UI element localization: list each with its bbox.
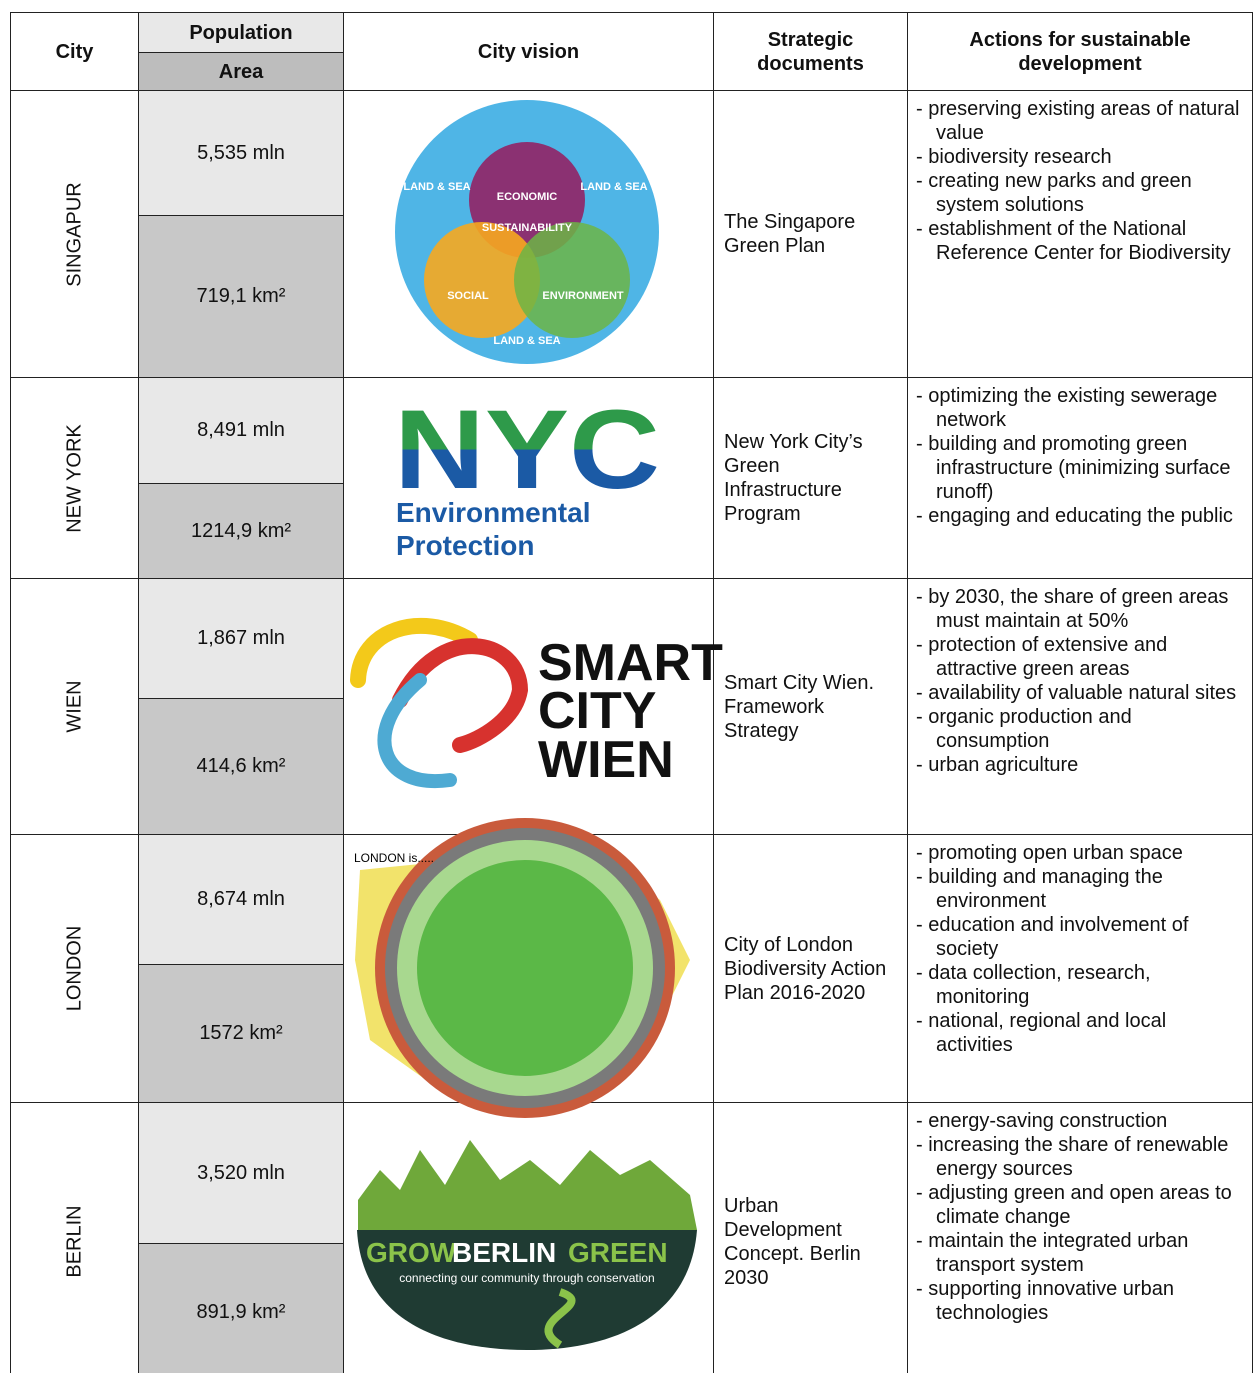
actions-cell: - energy-saving construction - increasing… bbox=[907, 1102, 1253, 1373]
header-documents: Strategic documents bbox=[713, 12, 908, 91]
city-cell: NEW YORK bbox=[10, 377, 139, 579]
actions-cell: - promoting open urban space - building a… bbox=[907, 834, 1253, 1103]
document: Urban Development Concept. Berlin 2030 bbox=[713, 1102, 908, 1373]
actions-cell: - preserving existing areas of natural v… bbox=[907, 90, 1253, 378]
area: 719,1 km² bbox=[138, 215, 344, 378]
city-name: SINGAPUR bbox=[63, 181, 86, 287]
actions-list: - preserving existing areas of natural v… bbox=[916, 97, 1246, 265]
population: 8,491 mln bbox=[138, 377, 344, 484]
document: The Singapore Green Plan bbox=[713, 90, 908, 378]
header-actions: Actions for sustainable development bbox=[907, 12, 1253, 91]
action-item: - optimizing the existing sewerage netwo… bbox=[916, 385, 1218, 431]
action-item: - preserving existing areas of natural v… bbox=[916, 98, 1240, 144]
action-item: - availability of valuable natural sites bbox=[916, 682, 1237, 704]
population: 5,535 mln bbox=[138, 90, 344, 216]
area: 414,6 km² bbox=[138, 698, 344, 835]
area: 891,9 km² bbox=[138, 1243, 344, 1373]
header-population: Population bbox=[138, 12, 344, 53]
action-item: - education and involvement of society bbox=[916, 914, 1189, 960]
action-item: - urban agriculture bbox=[916, 754, 1079, 776]
area: 1572 km² bbox=[138, 964, 344, 1103]
action-item: - data collection, research, monitoring bbox=[916, 962, 1151, 1008]
city-cell: SINGAPUR bbox=[10, 90, 139, 378]
city-cell: BERLIN bbox=[10, 1102, 139, 1373]
action-item: - organic production and consumption bbox=[916, 706, 1132, 752]
action-item: - building and promoting green infrastru… bbox=[916, 433, 1231, 503]
city-name: WIEN bbox=[63, 680, 86, 733]
population: 8,674 mln bbox=[138, 834, 344, 965]
action-item: - increasing the share of renewable ener… bbox=[916, 1134, 1229, 1180]
area: 1214,9 km² bbox=[138, 483, 344, 579]
city-name: BERLIN bbox=[63, 1205, 86, 1278]
action-item: - supporting innovative urban technologi… bbox=[916, 1278, 1174, 1324]
document: City of London Biodiversity Action Plan … bbox=[713, 834, 908, 1103]
action-item: - engaging and educating the public bbox=[916, 505, 1233, 527]
city-name: NEW YORK bbox=[63, 423, 86, 533]
action-item: - adjusting green and open areas to clim… bbox=[916, 1182, 1232, 1228]
actions-list: - promoting open urban space - building a… bbox=[916, 841, 1246, 1057]
action-item: - biodiversity research bbox=[916, 146, 1112, 168]
action-item: - by 2030, the share of green areas must… bbox=[916, 586, 1229, 632]
action-item: - creating new parks and green system so… bbox=[916, 170, 1192, 216]
vision-cell bbox=[343, 90, 714, 378]
document: Smart City Wien. Framework Strategy bbox=[713, 578, 908, 835]
city-cell: LONDON bbox=[10, 834, 139, 1103]
action-item: - protection of extensive and attractive… bbox=[916, 634, 1168, 680]
action-item: - national, regional and local activitie… bbox=[916, 1010, 1167, 1056]
actions-list: - by 2030, the share of green areas must… bbox=[916, 585, 1246, 777]
population: 1,867 mln bbox=[138, 578, 344, 699]
action-item: - promoting open urban space bbox=[916, 842, 1183, 864]
header-city: City bbox=[10, 12, 139, 91]
header-vision: City vision bbox=[343, 12, 714, 91]
city-name: LONDON bbox=[63, 925, 86, 1012]
actions-cell: - by 2030, the share of green areas must… bbox=[907, 578, 1253, 835]
action-item: - building and managing the environment bbox=[916, 866, 1163, 912]
vision-cell bbox=[343, 834, 714, 1103]
city-cell: WIEN bbox=[10, 578, 139, 835]
vision-cell bbox=[343, 578, 714, 835]
vision-cell bbox=[343, 377, 714, 579]
vision-cell bbox=[343, 1102, 714, 1373]
action-item: - establishment of the National Referenc… bbox=[916, 218, 1231, 264]
header-area: Area bbox=[138, 52, 344, 91]
actions-cell: - optimizing the existing sewerage netwo… bbox=[907, 377, 1253, 579]
document: New York City’s Green Infrastructure Pro… bbox=[713, 377, 908, 579]
actions-list: - energy-saving construction - increasing… bbox=[916, 1109, 1246, 1325]
action-item: - maintain the integrated urban transpor… bbox=[916, 1230, 1189, 1276]
actions-list: - optimizing the existing sewerage netwo… bbox=[916, 384, 1246, 528]
population: 3,520 mln bbox=[138, 1102, 344, 1244]
action-item: - energy-saving construction bbox=[916, 1110, 1168, 1132]
